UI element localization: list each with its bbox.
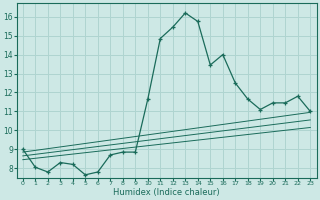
X-axis label: Humidex (Indice chaleur): Humidex (Indice chaleur) bbox=[113, 188, 220, 197]
